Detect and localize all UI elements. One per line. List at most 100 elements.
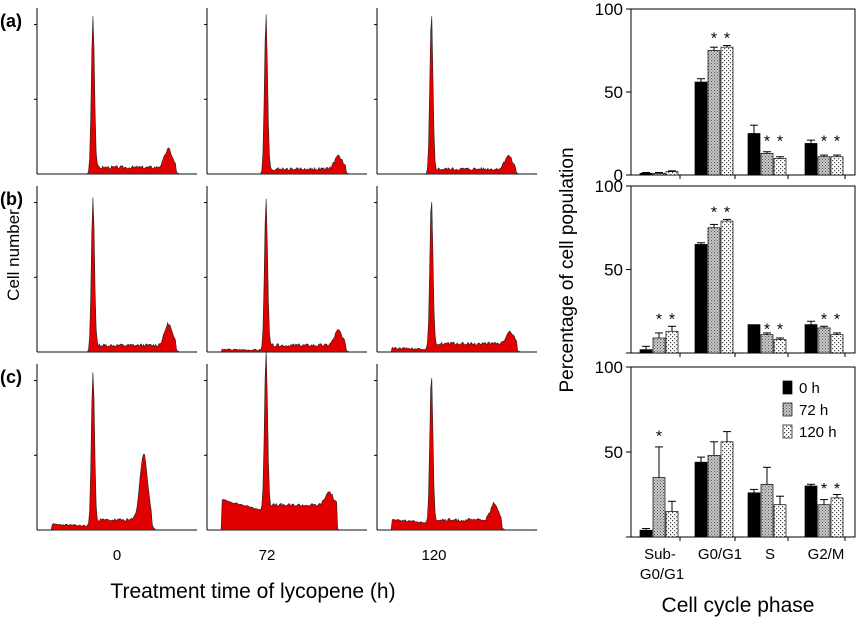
bar-chart-c-bar-G0/G1-120h: [720, 441, 734, 538]
bar-chart-c-ytick-label-50: 50: [604, 443, 623, 462]
hist-b-0: [34, 186, 197, 353]
hist-a-72: [204, 8, 367, 175]
category-label-sub-line2: G0/G1: [640, 566, 684, 583]
bar-chart-b-bar-Sub-G0/G1-120h: [665, 330, 679, 354]
bar-chart-b-significance-star-1: *: [669, 311, 675, 328]
bar-chart-a-bar-S-0h: [747, 133, 761, 176]
hist-b-120-histogram: [379, 201, 533, 353]
time-label-120: 120: [421, 547, 446, 564]
histogram-x-axis-label: Treatment time of lycopene (h): [110, 580, 395, 603]
bar-chart-a-significance-star-2: *: [764, 133, 770, 150]
bar-chart-a-bar-G2/M-0h: [804, 143, 818, 176]
bar-chart-b-bar-S-120h: [773, 339, 787, 354]
hist-a-72-histogram: [209, 14, 363, 175]
hist-b-72: [204, 186, 367, 353]
bar-chart-a-bar-G2/M-72h: [817, 156, 831, 176]
bar-chart-a-bar-G0/G1-0h: [694, 81, 708, 176]
hist-a-0-histogram: [39, 16, 193, 175]
bar-chart-b-significance-star-0: *: [656, 311, 662, 328]
time-label-0: 0: [113, 547, 121, 564]
bar-chart-c-bar-G0/G1-0h: [694, 461, 708, 538]
bar-chart-c-significance-star-0: *: [656, 428, 662, 445]
bar-chart-b-significance-star-4: *: [764, 321, 770, 338]
bar-chart-b-ytick-label-50: 50: [604, 261, 623, 280]
bar-chart-c-bar-S-120h: [773, 504, 787, 538]
hist-c-0: [34, 364, 197, 531]
row-label-a: (a): [0, 11, 22, 31]
hist-c-0-histogram: [39, 372, 193, 531]
histogram-y-axis-label: Cell number: [4, 209, 23, 301]
bar-chart-c-bar-G0/G1-72h: [707, 455, 721, 538]
bar-chart-a: 0 50 100 * * * * * *: [595, 0, 856, 185]
bar-chart-b-bar-Sub-G0/G1-72h: [652, 337, 666, 354]
bar-chart-b-significance-star-5: *: [777, 321, 783, 338]
bar-chart-b-ytick-label-100: 100: [595, 177, 623, 196]
bar-chart-c-legend-label-2: 120 h: [799, 424, 837, 441]
bar-chart-a-significance-star-4: *: [821, 133, 827, 150]
bar-chart-a-bar-S-120h: [773, 158, 787, 176]
hist-c-120-histogram: [379, 378, 533, 531]
bar-chart-a-significance-star-1: *: [724, 31, 730, 48]
bar-chart-a-bar-G2/M-120h: [830, 156, 844, 176]
bar-chart-a-significance-star-0: *: [711, 31, 717, 48]
histogram-panels: [34, 8, 537, 531]
bar-chart-b-significance-star-3: *: [724, 204, 730, 221]
bar-chart-a-significance-star-3: *: [777, 133, 783, 150]
bar-chart-a-significance-star-5: *: [834, 133, 840, 150]
bar-chart-c-legend: 0 h 72 h 120 h: [782, 380, 837, 441]
bar-chart-c-bar-Sub-G0/G1-0h: [639, 529, 653, 538]
category-label-g2m: G2/M: [808, 546, 845, 563]
bar-chart-a-bar-Sub-G0/G1-120h: [665, 171, 679, 176]
bar-chart-c-bar-G2/M-120h: [830, 497, 844, 538]
hist-b-72-histogram: [209, 198, 363, 353]
bar-chart-c-bar-S-0h: [747, 492, 761, 538]
bar-chart-b-bar-S-0h: [747, 324, 761, 354]
bar-chart-panels: 0 50 100 * * * * * * 50 100 * * * * * * * * 50 100 * * * 0 h 72 h…: [595, 0, 856, 541]
hist-b-0-histogram: [39, 197, 193, 353]
bar-chart-a-bar-G0/G1-120h: [720, 46, 734, 176]
bar-chart-c-legend-swatch-2: [782, 424, 793, 439]
bar-chart-a-ytick-label-100: 100: [595, 0, 623, 19]
time-label-72: 72: [259, 547, 276, 564]
bar-chart-b-bar-G0/G1-120h: [720, 220, 734, 354]
bar-chart-c-bar-G2/M-72h: [817, 504, 831, 538]
bar-chart-b-significance-star-6: *: [821, 311, 827, 328]
hist-b-120: [374, 186, 537, 353]
row-label-b: (b): [0, 189, 23, 209]
bar-chart-b-bar-G2/M-0h: [804, 324, 818, 354]
bar-chart-c-ytick-label-100: 100: [595, 358, 623, 377]
bar-chart-b-bar-Sub-G0/G1-0h: [639, 349, 653, 354]
bar-y-axis-label: Percentage of cell population: [557, 147, 578, 392]
bar-x-axis-label: Cell cycle phase: [662, 594, 815, 617]
hist-c-120: [374, 364, 537, 531]
hist-a-120-histogram: [379, 16, 533, 175]
category-label-s: S: [765, 546, 775, 563]
bar-chart-c-bar-S-72h: [760, 483, 774, 538]
bar-chart-c-significance-star-1: *: [821, 481, 827, 498]
bar-chart-a-bar-G0/G1-72h: [707, 50, 721, 176]
hist-c-72: [204, 350, 367, 531]
bar-chart-a-bar-Sub-G0/G1-0h: [639, 172, 653, 176]
bar-chart-c-significance-star-2: *: [834, 481, 840, 498]
hist-a-120: [374, 8, 537, 175]
category-label-sub-line1: Sub-: [644, 546, 676, 563]
bar-chart-c-legend-label-1: 72 h: [799, 402, 828, 419]
bar-chart-c-bar-G2/M-0h: [804, 485, 818, 538]
bar-chart-a-bar-S-72h: [760, 153, 774, 176]
category-label-g0g1: G0/G1: [698, 546, 742, 563]
bar-chart-a-ytick-label-0: 0: [614, 166, 623, 185]
bar-chart-a-bar-Sub-G0/G1-72h: [652, 172, 666, 176]
bar-chart-b-significance-star-2: *: [711, 204, 717, 221]
bar-chart-c-bar-Sub-G0/G1-72h: [652, 477, 666, 538]
bar-chart-b-bar-G0/G1-72h: [707, 227, 721, 354]
bar-chart-c-bar-Sub-G0/G1-120h: [665, 511, 679, 538]
bar-chart-a-ytick-label-50: 50: [604, 83, 623, 102]
bar-chart-b: 50 100 * * * * * * * *: [595, 177, 856, 357]
bar-chart-c-legend-swatch-0: [782, 380, 793, 395]
bar-chart-b-bar-G0/G1-0h: [694, 244, 708, 354]
row-label-c: (c): [0, 367, 22, 387]
hist-c-72-histogram: [209, 350, 363, 531]
bar-chart-b-significance-star-7: *: [834, 311, 840, 328]
bar-chart-b-bar-G2/M-72h: [817, 327, 831, 354]
